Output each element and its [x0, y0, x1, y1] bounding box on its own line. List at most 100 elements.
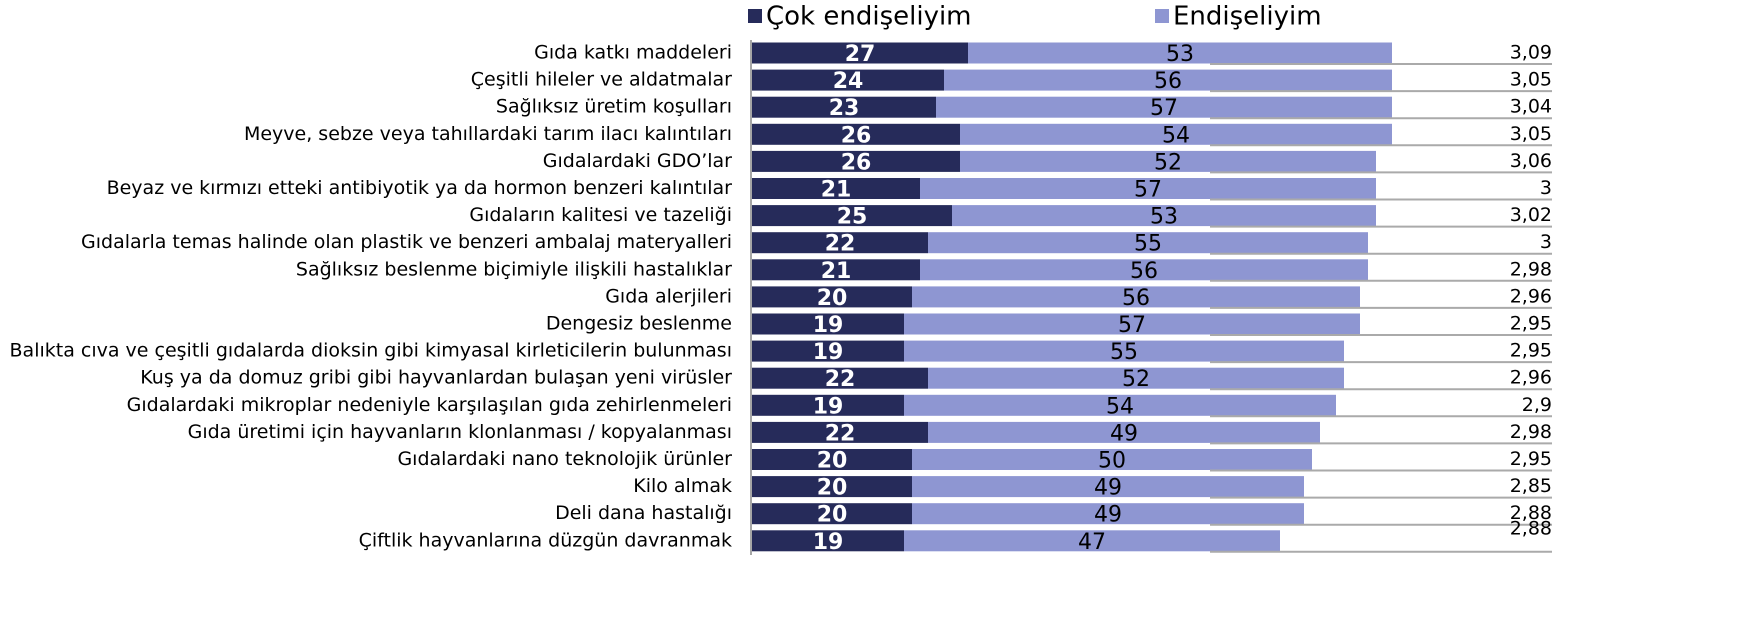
value-label: 22: [825, 367, 856, 392]
mean-score: 2,96: [1510, 367, 1552, 389]
bar-segment: [944, 69, 1392, 91]
mean-score: 2,88: [1510, 517, 1552, 539]
value-label: 20: [817, 503, 848, 528]
value-label: 26: [841, 150, 872, 175]
value-label: 24: [833, 69, 864, 94]
bar-segment: [752, 313, 904, 335]
mean-score: 3,04: [1510, 96, 1552, 118]
value-label: 55: [1110, 340, 1138, 365]
value-label: 20: [817, 449, 848, 474]
bar-segment: [752, 476, 912, 498]
value-label: 57: [1118, 313, 1146, 338]
bar-segment: [752, 286, 912, 308]
mean-score: 3,05: [1510, 123, 1552, 145]
value-label: 54: [1162, 123, 1190, 148]
bar-segment: [752, 394, 904, 416]
category-label: Çiftlik hayvanlarına düzgün davranmak: [359, 529, 732, 551]
category-label: Gıdalardaki nano teknolojik ürünler: [397, 448, 732, 470]
category-label: Gıdalardaki mikroplar nedeniyle karşılaş…: [127, 394, 732, 416]
category-label: Meyve, sebze veya tahıllardaki tarım ila…: [244, 123, 732, 145]
value-label: 57: [1150, 96, 1178, 121]
bar-segment: [752, 340, 904, 362]
value-label: 56: [1130, 259, 1158, 284]
bar-segment: [920, 259, 1368, 281]
bar-segment: [752, 530, 904, 552]
mean-score: 2,98: [1510, 258, 1552, 280]
value-label: 19: [813, 394, 844, 419]
category-label: Gıda üretimi için hayvanların klonlanmas…: [188, 421, 732, 443]
mean-score: 2,98: [1510, 421, 1552, 443]
bar-segment: [752, 150, 960, 172]
value-label: 47: [1078, 530, 1106, 555]
bar-segment: [928, 232, 1368, 254]
bar-segment: [928, 367, 1344, 389]
mean-score: 3,02: [1510, 204, 1552, 226]
category-label: Gıdaların kalitesi ve tazeliği: [469, 204, 732, 226]
value-label: 52: [1122, 367, 1150, 392]
category-label: Sağlıksız üretim koşulları: [496, 96, 732, 118]
value-label: 50: [1098, 449, 1126, 474]
bar-segment: [752, 205, 952, 227]
bar-segment: [752, 69, 944, 91]
value-label: 55: [1134, 232, 1162, 257]
mean-score: 2,95: [1510, 448, 1552, 470]
bar-segment: [904, 530, 1280, 552]
category-label: Kuş ya da domuz gribi gibi hayvanlardan …: [140, 367, 732, 389]
bar-segment: [752, 123, 960, 145]
bar-segment: [960, 150, 1376, 172]
bar-segment: [912, 286, 1360, 308]
bar-segment: [752, 367, 928, 389]
mean-score: 2,88: [1510, 502, 1552, 524]
mean-score: 2,9: [1522, 394, 1552, 416]
legend-label: Endişeliyim: [1173, 2, 1322, 32]
bar-segment: [904, 313, 1360, 335]
value-label: 49: [1110, 421, 1138, 446]
mean-score: 2,95: [1510, 340, 1552, 362]
mean-score: 3,09: [1510, 42, 1552, 64]
legend-swatch: [1155, 9, 1169, 23]
value-label: 19: [813, 340, 844, 365]
value-label: 52: [1154, 150, 1182, 175]
value-label: 56: [1122, 286, 1150, 311]
bar-segment: [752, 259, 920, 281]
category-label: Çeşitli hileler ve aldatmalar: [471, 69, 732, 91]
value-label: 25: [837, 205, 868, 230]
bar-segment: [752, 42, 968, 64]
mean-score: 2,95: [1510, 313, 1552, 335]
bar-segment: [928, 421, 1320, 443]
bar-segment: [904, 394, 1336, 416]
bar-segment: [912, 476, 1304, 498]
value-label: 19: [813, 313, 844, 338]
value-label: 20: [817, 286, 848, 311]
value-label: 56: [1154, 69, 1182, 94]
category-label: Gıda alerjileri: [605, 285, 732, 307]
bar-segment: [752, 178, 920, 199]
value-label: 49: [1094, 503, 1122, 528]
category-label: Gıdalardaki GDO’lar: [543, 150, 732, 172]
bar-segment: [912, 503, 1304, 525]
value-label: 22: [825, 421, 856, 446]
bar-segment: [912, 449, 1312, 470]
bar-segment: [960, 123, 1392, 145]
value-label: 57: [1134, 178, 1162, 203]
mean-score: 2,96: [1510, 285, 1552, 307]
mean-score: 3,06: [1510, 150, 1552, 172]
category-label: Kilo almak: [633, 475, 732, 497]
category-label: Balıkta cıva ve çeşitli gıdalarda dioksi…: [10, 340, 732, 362]
legend-label: Çok endişeliyim: [766, 2, 972, 32]
mean-score: 3: [1540, 177, 1552, 199]
value-label: 26: [841, 123, 872, 148]
category-label: Deli dana hastalığı: [555, 502, 732, 524]
mean-score: 3: [1540, 231, 1552, 253]
bar-segment: [904, 340, 1344, 362]
legend-swatch: [748, 9, 762, 23]
value-label: 49: [1094, 476, 1122, 501]
value-label: 23: [829, 96, 860, 121]
category-label: Gıda katkı maddeleri: [534, 42, 732, 64]
value-label: 53: [1166, 42, 1194, 67]
mean-score: 2,85: [1510, 475, 1552, 497]
bar-segment: [968, 42, 1392, 64]
bar-segment: [752, 503, 912, 525]
bar-segment: [952, 205, 1376, 227]
